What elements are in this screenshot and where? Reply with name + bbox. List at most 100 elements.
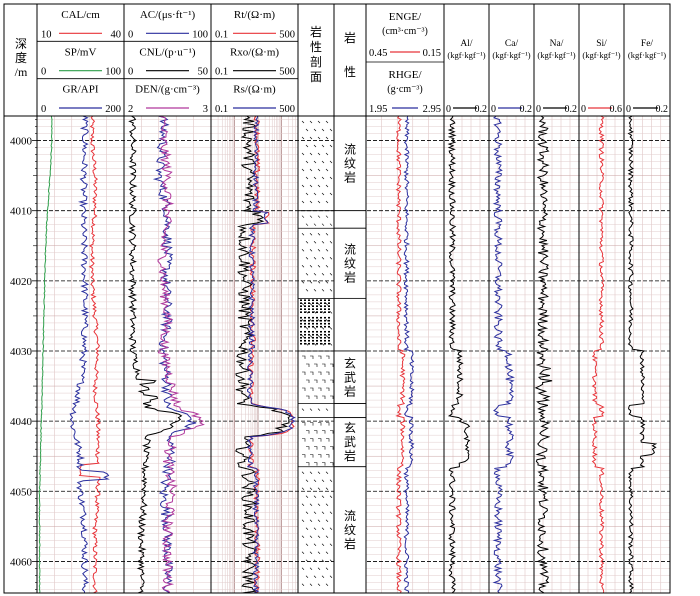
dense-lithology-mark — [308, 339, 310, 342]
basalt-mark — [310, 371, 314, 375]
t3-curve-2-min: 0.1 — [215, 104, 228, 115]
dense-lithology-mark — [300, 305, 302, 307]
t8-max: 0.2 — [520, 104, 533, 115]
dense-lithology-mark — [300, 319, 302, 322]
depth-axis-label-part: /m — [15, 65, 28, 79]
dense-lithology-mark — [308, 322, 310, 325]
dense-lithology-mark — [308, 316, 310, 319]
rhyolite-mark — [305, 527, 309, 530]
rhyolite-mark — [325, 152, 329, 156]
t3-curve-0-min: 0.1 — [215, 29, 228, 40]
rhyolite-mark — [329, 257, 333, 260]
dense-lithology-mark — [324, 330, 326, 333]
depth-tick-label: 4010 — [10, 206, 33, 218]
litho-name-char: 纹 — [344, 156, 356, 170]
dense-lithology-mark — [324, 299, 326, 301]
litho-name-box — [333, 403, 367, 419]
rhyolite-mark — [321, 511, 325, 514]
basalt-mark — [330, 395, 334, 399]
litho-name-box — [333, 297, 367, 352]
t2-curve-1-title: CNL/(p·u⁻¹) — [139, 46, 195, 58]
dense-lithology-mark — [328, 336, 330, 339]
rhyolite-mark — [329, 575, 333, 578]
rhyolite-mark — [305, 241, 309, 244]
rhyolite-mark — [301, 471, 305, 474]
dense-lithology-mark — [324, 339, 326, 342]
basalt-mark — [302, 387, 306, 391]
t3-curve-1-max: 500 — [279, 67, 295, 78]
litho-name-char: 玄 — [344, 355, 356, 370]
dense-lithology-mark — [328, 316, 330, 319]
rhyolite-mark — [321, 160, 325, 164]
basalt-mark — [302, 422, 306, 426]
lithology-column-label-char: 面 — [310, 70, 322, 84]
litho-name-box — [333, 466, 367, 594]
t2-curve-0-max: 100 — [192, 29, 208, 40]
dense-lithology-mark — [316, 333, 318, 336]
rhyolite-mark — [309, 233, 313, 236]
rhyolite-mark — [301, 120, 305, 124]
rhyolite-mark — [301, 319, 305, 322]
rhyolite-mark — [305, 343, 309, 346]
rhyolite-mark — [321, 479, 325, 482]
rhyolite-mark — [329, 176, 333, 180]
rhyolite-mark — [321, 192, 325, 196]
rhyolite-mark — [309, 319, 313, 322]
rhyolite-mark — [329, 128, 333, 132]
rhyolite-mark — [301, 535, 305, 538]
litho-name-char: 流 — [344, 509, 356, 523]
rhyolite-mark — [325, 519, 329, 522]
rhge-title-unit: (g·cm⁻³) — [387, 84, 422, 95]
rhyolite-mark — [313, 495, 317, 498]
rhyolite-mark — [325, 120, 329, 124]
dense-lithology-mark — [320, 319, 322, 322]
basalt-mark — [302, 454, 306, 458]
dense-lithology-mark — [320, 308, 322, 310]
t1-curve-1-title: SP/mV — [65, 46, 97, 58]
dense-lithology-mark — [304, 342, 306, 345]
t9-title-unit: (kgf·kgf⁻¹) — [537, 50, 575, 60]
rhyolite-mark — [321, 176, 325, 180]
dense-lithology-mark — [300, 302, 302, 304]
rhyolite-mark — [321, 311, 325, 314]
dense-lithology-mark — [308, 336, 310, 339]
dense-lithology-mark — [316, 299, 318, 301]
rhyolite-mark — [329, 160, 333, 164]
dense-lithology-mark — [304, 302, 306, 304]
basalt-mark — [326, 355, 330, 359]
rhyolite-mark — [301, 281, 305, 284]
rhyolite-mark — [305, 144, 309, 148]
rhyolite-mark — [305, 543, 309, 546]
rhyolite-mark — [317, 281, 321, 284]
litho-name-char: 玄 — [344, 420, 356, 435]
rhyolite-mark — [317, 567, 321, 570]
dense-lithology-mark — [328, 325, 330, 328]
t3-curve-0-title: Rt/(Ω·m) — [234, 9, 276, 21]
basalt-mark — [330, 379, 334, 383]
dense-lithology-mark — [300, 308, 302, 310]
dense-lithology-mark — [320, 311, 322, 313]
rhyolite-mark — [301, 583, 305, 586]
enge-curve — [395, 115, 406, 594]
rhyolite-mark — [313, 257, 317, 260]
rhyolite-mark — [313, 311, 317, 314]
rhyolite-mark — [317, 265, 321, 268]
enge-title-name: ENGE/ — [389, 11, 422, 23]
rhyolite-mark — [301, 503, 305, 506]
t1-curve-2-min: 0 — [41, 104, 46, 115]
t7-min: 0 — [446, 104, 451, 115]
rhyolite-mark — [321, 543, 325, 546]
rhyolite-mark — [325, 471, 329, 474]
rhyolite-mark — [309, 519, 313, 522]
rhyolite-mark — [321, 343, 325, 346]
basalt-mark — [326, 438, 330, 442]
rhyolite-mark — [309, 168, 313, 172]
rhyolite-mark — [325, 535, 329, 538]
basalt-mark — [310, 387, 314, 391]
rhyolite-mark — [321, 327, 325, 330]
t9-title-name: Na/ — [550, 39, 564, 49]
dense-lithology-mark — [304, 336, 306, 339]
rhyolite-mark — [313, 192, 317, 196]
t8-min: 0 — [491, 104, 496, 115]
rhyolite-mark — [317, 519, 321, 522]
